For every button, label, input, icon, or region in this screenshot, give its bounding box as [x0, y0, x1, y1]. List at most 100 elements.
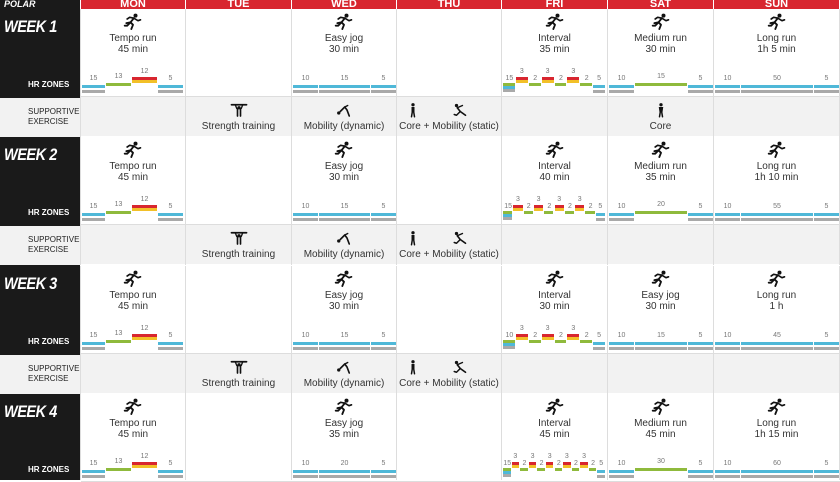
zone-value: 10 [617, 332, 626, 339]
zone-value: 5 [598, 203, 603, 210]
day-cell [714, 394, 839, 481]
zone-bar [688, 85, 713, 88]
zone-value: 15 [657, 73, 665, 80]
runner-icon [545, 13, 563, 30]
week-label-3: WEEK 3 [4, 274, 57, 293]
support-cell [502, 354, 607, 393]
zone-bar [554, 83, 567, 86]
support-exercise-name: Strength training [201, 249, 276, 260]
zone-bar [82, 342, 105, 345]
zone-value: 5 [597, 75, 602, 82]
zone-bar [319, 470, 370, 473]
zone-value: 15 [340, 75, 349, 82]
zone-bar [609, 470, 634, 473]
workout-duration: 1h 5 min [757, 44, 796, 55]
zone-bar [319, 213, 370, 216]
hr-zones-label: HR ZONES [28, 208, 70, 217]
zone-bar [106, 340, 131, 343]
zone-bar [715, 85, 740, 88]
workout-duration: 30 min [539, 301, 570, 312]
zone-bar [741, 470, 813, 473]
support-exercise-name: Mobility (dynamic) [303, 121, 385, 132]
runner-icon [767, 13, 785, 30]
zone-value: 20 [657, 201, 665, 208]
supportive-exercise-label: SUPPORTIVE EXERCISE [28, 107, 79, 127]
zone-bar [741, 85, 813, 88]
support-cell [292, 225, 396, 264]
hr-zones-label: HR ZONES [28, 80, 70, 89]
workout-duration: 30 min [328, 44, 359, 55]
zone-bar [554, 468, 563, 471]
support-exercise-name: Mobility (dynamic) [303, 378, 385, 389]
zone-bar [541, 77, 554, 80]
stretch-icon [453, 103, 467, 117]
workout-duration: 45 min [117, 172, 148, 183]
zone-bar [293, 475, 318, 478]
day-cell [292, 137, 396, 224]
zone-bar [715, 475, 740, 478]
zone-bar [688, 218, 713, 221]
zone-bar [293, 218, 318, 221]
support-exercise-name: Core + Mobility (static) [399, 378, 499, 389]
workout-name: Interval [538, 290, 571, 301]
day-cell [608, 394, 713, 481]
zone-bar [132, 465, 157, 468]
runner-icon [334, 270, 353, 287]
workout-name: Long run [756, 33, 797, 44]
workout-name: Easy jog [324, 161, 364, 172]
zone-value: 5 [381, 332, 386, 339]
workout-name: Medium run [634, 418, 687, 429]
runner-icon [767, 398, 785, 415]
zone-bar [503, 86, 515, 89]
zone-bar [688, 470, 713, 473]
zone-bar [585, 211, 595, 214]
zone-bar [371, 475, 396, 478]
grid-line [501, 137, 502, 265]
zone-bar [741, 475, 813, 478]
grid-line [81, 96, 840, 97]
zone-bar [106, 468, 131, 471]
zone-value: 3 [547, 453, 552, 460]
zone-bar [814, 85, 839, 88]
zone-value: 45 [773, 332, 781, 339]
zone-value: 5 [168, 203, 173, 210]
zone-bar [688, 90, 713, 93]
workout-name: Easy jog [324, 418, 364, 429]
day-cell [292, 394, 396, 481]
week-label-2: WEEK 2 [4, 145, 57, 164]
workout-name: Tempo run [109, 161, 157, 172]
day-cell [292, 266, 396, 353]
zone-value: 10 [505, 332, 514, 339]
runner-icon [651, 141, 669, 158]
zone-bar [541, 80, 554, 83]
day-cell [608, 266, 713, 353]
workout-name: Interval [538, 161, 571, 172]
supportive-label-line2: EXERCISE [28, 374, 69, 383]
zone-bar [635, 83, 687, 86]
day-header-wed: WED [292, 0, 396, 9]
workout-duration: 1h 10 min [754, 172, 799, 183]
zone-value: 3 [515, 196, 520, 203]
runner-icon [651, 13, 669, 30]
zone-value: 5 [698, 75, 703, 82]
zone-bar [635, 347, 687, 350]
zone-bar [593, 90, 605, 93]
zone-bar [520, 468, 528, 471]
zone-value: 10 [301, 203, 310, 210]
zone-bar [503, 471, 511, 474]
zone-bar [563, 465, 571, 468]
workout-duration: 45 min [645, 429, 676, 440]
grid-line [291, 266, 292, 394]
zone-bar [511, 462, 520, 465]
zone-bar [609, 90, 634, 93]
zone-value: 3 [571, 325, 576, 332]
zone-bar [688, 347, 713, 350]
zone-bar [814, 342, 839, 345]
grid-line [396, 394, 397, 480]
zone-bar [82, 90, 105, 93]
zone-bar [595, 213, 605, 216]
grid-line [501, 9, 502, 137]
support-exercise-name: Core + Mobility (static) [399, 249, 499, 260]
zone-bar [567, 337, 580, 340]
runner-icon [767, 270, 785, 287]
